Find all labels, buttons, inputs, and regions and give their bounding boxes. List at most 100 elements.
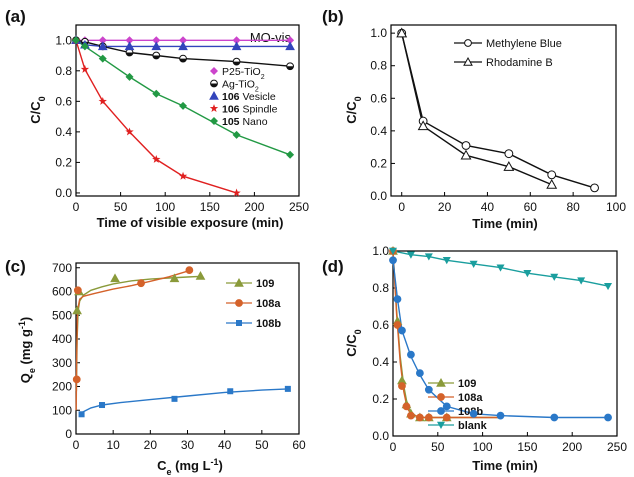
panel-d-xtick-label: 250	[607, 440, 627, 454]
legend-marker	[235, 299, 243, 307]
panel-b-xtick-label: 40	[481, 200, 495, 214]
panel-a-annotation: MO-vis	[250, 30, 292, 45]
panel-a-series-line	[75, 39, 291, 48]
legend-marker	[464, 39, 472, 47]
panel-c-xtick-label: 50	[255, 438, 269, 452]
panel-b-data-point	[417, 120, 429, 131]
panel-a-series-3	[75, 40, 237, 194]
panel-a-ytick-label: 1.0	[55, 33, 72, 47]
panel-a-xtick-label: 100	[155, 200, 175, 214]
panel-a-series-line	[75, 40, 237, 194]
panel-a-data-point	[232, 36, 241, 45]
panel-d-series-line	[392, 250, 501, 419]
legend-marker	[436, 377, 446, 387]
panel-a-data-point	[98, 96, 107, 105]
panel-a-data-point	[125, 48, 134, 57]
panel-c-ytick-label: 200	[52, 380, 72, 394]
panel-a-xtick-label: 150	[200, 200, 220, 214]
panel-a-legend-entry: 105 Nano	[222, 116, 268, 128]
panel-a-data-point	[125, 72, 134, 81]
panel-d-data-point	[550, 413, 559, 422]
legend-marker	[463, 56, 473, 66]
legend-marker-fill	[210, 83, 218, 87]
panel-d-data-point	[523, 270, 532, 278]
panel-d-data-point	[442, 413, 451, 422]
panel-d-ytick-label: 0.0	[372, 429, 389, 443]
panel-d-data-point	[424, 385, 433, 394]
panel-c-data-point	[195, 271, 206, 280]
panel-b-label: (b)	[322, 7, 344, 26]
panel-d-data-point	[496, 264, 505, 272]
panel-b-data-point	[590, 183, 599, 193]
panel-b-data-point	[547, 170, 557, 180]
panel-a-xlabel: Time of visible exposure (min)	[97, 215, 284, 230]
panel-d-data-point	[415, 413, 424, 422]
panel-c-legend-label: 109	[256, 278, 274, 290]
panel-c-data-point	[284, 385, 291, 392]
panel-d-data-point	[398, 326, 406, 335]
panel-d-series-3	[392, 250, 609, 287]
panel-c-plot: 0 10 20 30 40 50 60010020030040050060070010910…	[52, 261, 306, 452]
panel-d-legend-label: 109	[458, 378, 476, 390]
panel-a-data-point	[97, 41, 108, 51]
panel-c-data-point	[169, 273, 180, 283]
panel-b-ytick-label: 0.2	[370, 156, 387, 170]
panel-c-series-line	[75, 269, 192, 411]
panel-b-data-point	[504, 149, 514, 159]
panel-a-legend-label: 106 Vesicle	[222, 91, 276, 103]
legend-marker	[210, 67, 218, 75]
panel-a-ylabel: C/C0	[28, 96, 47, 123]
panel-d-ytick-label: 0.8	[372, 281, 389, 295]
panel-c-series-1	[75, 269, 192, 411]
panel-b-data-point	[503, 161, 515, 171]
panel-d-ytick-label: 0.6	[372, 318, 389, 332]
panel-b-ytick-label: 0.0	[370, 189, 387, 203]
panel-d-ylabel: C/C0	[344, 329, 363, 356]
panel-c-legend-label: 108a	[256, 298, 281, 310]
panel-b-frame	[390, 24, 617, 197]
panel-a-data-point	[152, 89, 161, 98]
panel-d-legend-entry: 109	[428, 378, 476, 390]
panel-d-data-point	[415, 369, 424, 378]
panel-a-legend-label: P25-TiO2	[222, 66, 265, 81]
panel-c-data-point	[99, 402, 106, 409]
panel-b-series-line	[401, 32, 595, 189]
legend-marker	[236, 320, 242, 326]
panel-c-series-line	[81, 388, 288, 414]
panel-a-data-point	[179, 101, 188, 110]
panel-c-legend-entry: 108a	[226, 298, 281, 310]
panel-d-ytick-label: 1.0	[372, 244, 389, 258]
panel-c-xtick-label: 10	[106, 438, 120, 452]
panel-b-ytick-label: 0.8	[370, 59, 387, 73]
panel-a-legend-entry: Ag-TiO2	[222, 79, 259, 94]
legend-marker	[437, 393, 445, 401]
panel-b-ytick-label: 0.4	[370, 124, 387, 138]
legend-marker	[234, 277, 244, 287]
panel-c-data-point	[72, 375, 81, 384]
panel-c-xtick-label: 40	[218, 438, 232, 452]
panel-d-data-point	[424, 413, 433, 422]
panel-d-legend-entry: blank	[428, 420, 488, 432]
panel-b-xtick-label: 20	[438, 200, 452, 214]
panel-a-legend-entry: 106 Vesicle	[222, 91, 276, 103]
panel-a-data-point	[232, 130, 241, 139]
panel-b-xtick-label: 60	[524, 200, 538, 214]
panel-a-data-point	[232, 188, 241, 197]
panel-c-legend-entry: 109	[226, 278, 274, 290]
panel-a-ytick-label: 0.6	[55, 94, 72, 108]
panel-b-ytick-label: 1.0	[370, 26, 387, 40]
panel-b-data-point	[461, 141, 471, 150]
panel-c-data-point	[73, 286, 82, 295]
panel-c-xtick-label: 0	[73, 438, 80, 452]
panel-a-ytick-label: 0.8	[55, 64, 72, 78]
panel-c-data-point	[110, 273, 120, 283]
panel-a-ytick-label: 0.0	[55, 186, 72, 200]
panel-c-data-point	[171, 395, 178, 402]
panel-d-data-point	[393, 295, 402, 304]
legend-marker	[210, 117, 218, 125]
panel-b-legend-label: Methylene Blue	[486, 38, 562, 50]
panel-d-data-point	[393, 321, 402, 329]
panel-d-xtick-label: 0	[390, 440, 397, 454]
panel-d-data-point	[424, 253, 433, 261]
panel-d-data-point	[496, 411, 505, 420]
